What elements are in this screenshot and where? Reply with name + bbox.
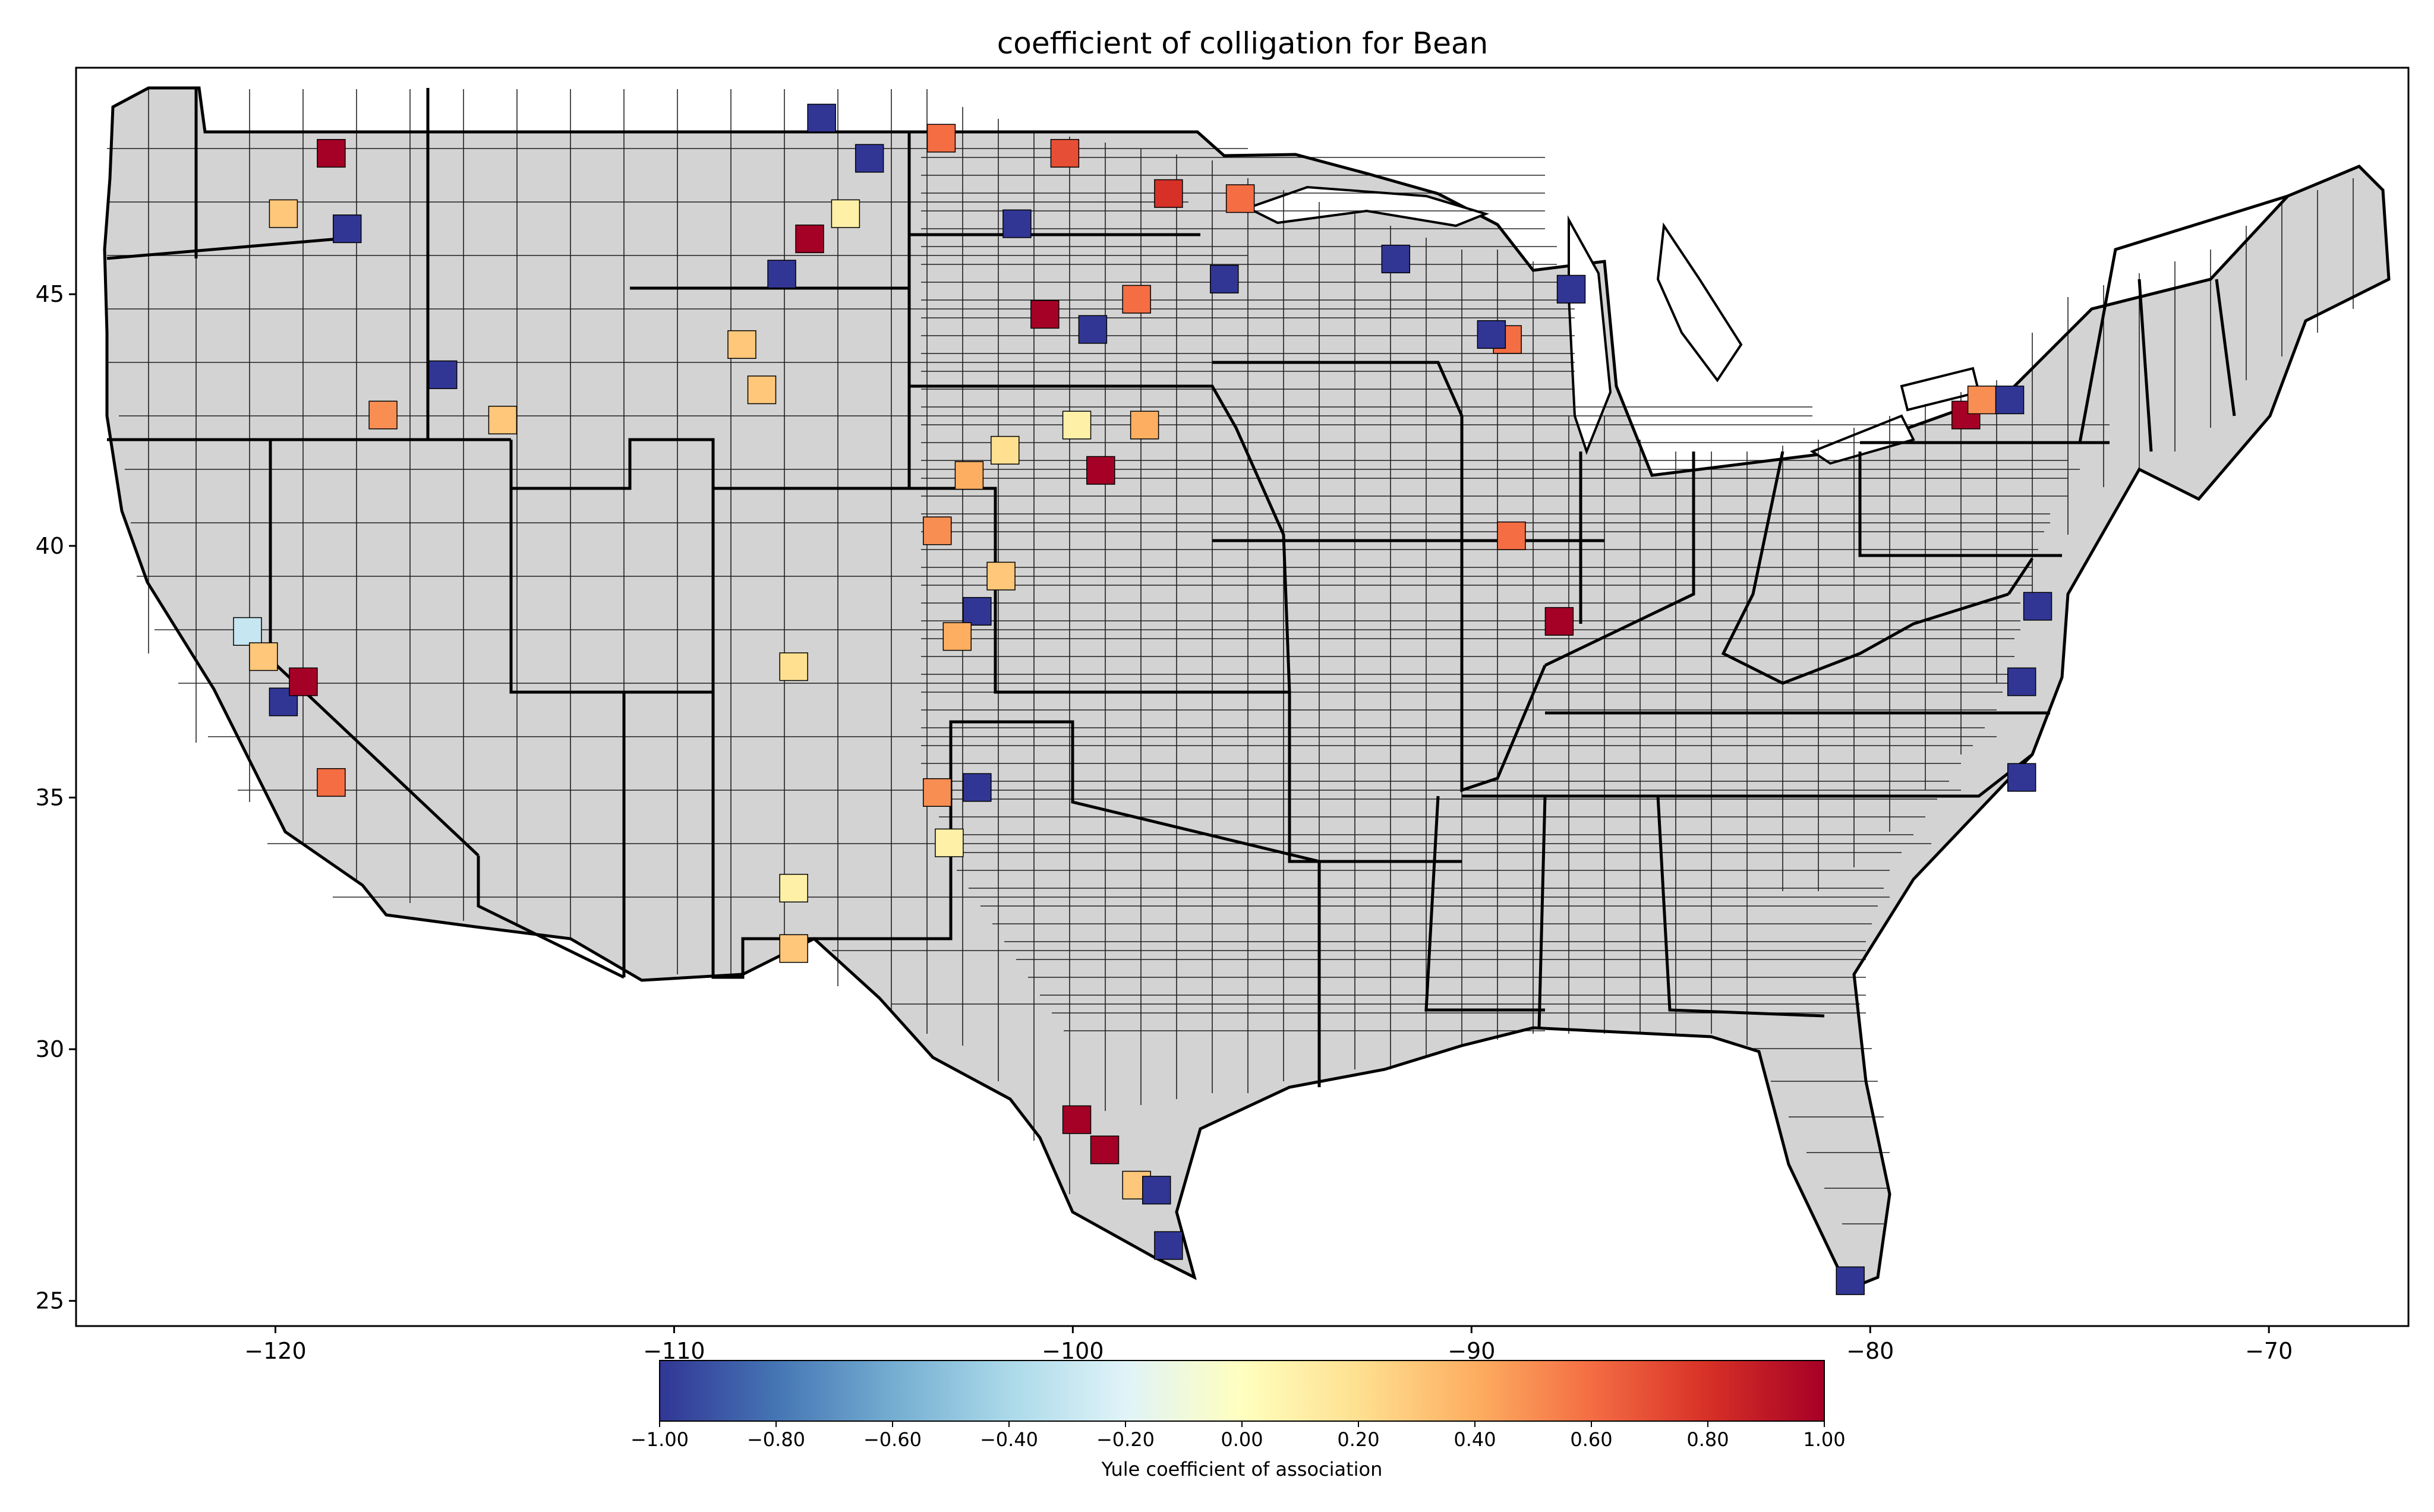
county-patch [779, 934, 808, 963]
x-tick-label: −110 [643, 1338, 705, 1364]
x-tick-label: −100 [1042, 1338, 1104, 1364]
county-patch [1078, 315, 1108, 344]
map-axes: −120 −110 −100 −90 −80 −70 25 30 35 40 45 [36, 67, 2410, 1364]
county-patch [767, 260, 796, 289]
county-patch [2007, 763, 2036, 792]
county-patch [727, 330, 756, 359]
county-patch [779, 873, 808, 902]
y-axis-ticks: 25 30 35 40 45 [36, 281, 76, 1314]
y-tick-label: 45 [36, 281, 64, 307]
x-tick-label: −90 [1448, 1338, 1495, 1364]
y-tick-label: 25 [36, 1288, 64, 1314]
county-patch [269, 687, 298, 716]
county-patch [1836, 1266, 1865, 1295]
county-patch [368, 400, 398, 430]
county-patch [1497, 521, 1526, 550]
colorbar-tick-label: −0.60 [863, 1428, 922, 1451]
colorbar-tick-label: 1.00 [1803, 1428, 1845, 1451]
county-patch [855, 144, 884, 173]
colorbar-tick-label: 0.40 [1454, 1428, 1496, 1451]
colorbar-tick-label: −0.20 [1096, 1428, 1155, 1451]
county-patch [1086, 456, 1115, 485]
county-patch [1154, 1231, 1183, 1260]
county-grid [107, 89, 2354, 1224]
x-tick-label: −120 [244, 1338, 306, 1364]
county-patch [795, 225, 824, 254]
county-patch [269, 199, 298, 228]
county-patch [963, 773, 992, 802]
county-patch [289, 667, 318, 696]
chart-title: coefficient of colligation for Bean [997, 26, 1488, 61]
county-patch [922, 778, 952, 807]
county-patch [1062, 411, 1092, 440]
county-patch [317, 768, 346, 797]
colorbar-gradient [659, 1360, 1825, 1422]
county-patch [1995, 386, 2025, 415]
map-axes-frame [75, 67, 2410, 1327]
county-patch [1050, 138, 1080, 168]
county-patch [935, 828, 964, 857]
y-tick-label: 40 [36, 533, 64, 559]
county-patch [317, 138, 346, 168]
county-patch [1556, 274, 1586, 304]
county-patch [1130, 411, 1159, 440]
county-patch [1142, 1176, 1171, 1205]
county-patch [1002, 209, 1032, 238]
colorbar-tick-label: 0.20 [1337, 1428, 1379, 1451]
county-patch [1477, 320, 1506, 349]
county-patch [963, 596, 992, 626]
county-patch [333, 214, 362, 244]
county-patch [1122, 285, 1151, 314]
county-patch [942, 622, 972, 651]
x-tick-label: −70 [2245, 1338, 2293, 1364]
colorbar-tick-label: 0.60 [1570, 1428, 1612, 1451]
county-patch [954, 461, 984, 490]
county-patch [922, 516, 952, 545]
county-patch [831, 199, 860, 228]
county-patch [488, 405, 518, 435]
county-patch [2023, 592, 2052, 621]
colorbar-tick-label: −1.00 [630, 1428, 689, 1451]
county-patch [1210, 264, 1239, 293]
county-patch [926, 124, 956, 153]
colorbar: −1.00 −0.80 −0.60 −0.40 −0.20 0.00 0.20 0.40 0.6… [630, 1360, 1846, 1481]
county-patch [249, 642, 278, 671]
county-patch [1381, 244, 1411, 273]
county-patch [747, 375, 777, 405]
county-patch [1090, 1135, 1120, 1164]
county-patch [1967, 386, 1997, 415]
colorbar-ticks: −1.00 −0.80 −0.60 −0.40 −0.20 0.00 0.20 0.40 0.6… [630, 1421, 1846, 1451]
county-patch [1030, 300, 1060, 329]
county-patch [986, 561, 1016, 591]
county-patch [1154, 179, 1183, 208]
county-patch [1544, 607, 1574, 636]
county-patch [428, 360, 458, 389]
county-patch [1062, 1105, 1092, 1134]
colorbar-tick-label: 0.00 [1221, 1428, 1263, 1451]
county-patch [1225, 184, 1255, 213]
x-tick-label: −80 [1846, 1338, 1894, 1364]
county-patch [233, 617, 262, 646]
x-axis-ticks: −120 −110 −100 −90 −80 −70 [244, 1326, 2293, 1364]
y-tick-label: 30 [36, 1036, 64, 1062]
county-patch [807, 103, 836, 132]
colorbar-tick-label: −0.80 [747, 1428, 805, 1451]
y-tick-label: 35 [36, 784, 64, 810]
county-patch [991, 435, 1020, 465]
colorbar-tick-label: −0.40 [980, 1428, 1038, 1451]
county-patch [2007, 667, 2036, 696]
colorbar-label: Yule coefficient of association [1101, 1458, 1383, 1481]
colorbar-tick-label: 0.80 [1686, 1428, 1729, 1451]
county-patch [779, 652, 808, 681]
great-lakes [1244, 185, 1981, 465]
county-values-layer [233, 103, 2052, 1295]
